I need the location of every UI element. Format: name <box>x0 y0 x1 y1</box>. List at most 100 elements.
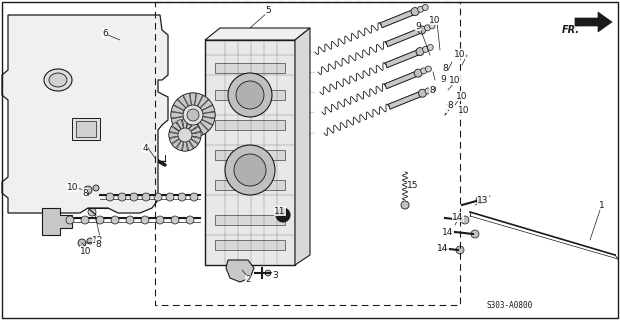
Circle shape <box>93 72 97 76</box>
Polygon shape <box>385 71 419 89</box>
Circle shape <box>425 88 431 94</box>
Circle shape <box>236 81 264 109</box>
Wedge shape <box>178 115 193 134</box>
Circle shape <box>48 194 52 198</box>
Wedge shape <box>169 132 185 138</box>
Circle shape <box>48 20 52 24</box>
Circle shape <box>13 198 17 202</box>
Bar <box>72 118 100 140</box>
Circle shape <box>26 121 30 125</box>
Circle shape <box>128 68 132 72</box>
Circle shape <box>118 25 122 29</box>
Circle shape <box>143 23 147 27</box>
Circle shape <box>86 140 90 144</box>
Polygon shape <box>205 28 310 40</box>
Circle shape <box>13 70 17 74</box>
Circle shape <box>208 49 216 55</box>
Circle shape <box>108 18 112 22</box>
Circle shape <box>84 127 88 131</box>
Circle shape <box>136 148 140 152</box>
Polygon shape <box>380 9 416 28</box>
Circle shape <box>456 246 464 254</box>
Circle shape <box>43 119 47 123</box>
Circle shape <box>86 190 90 194</box>
Ellipse shape <box>44 69 72 91</box>
Circle shape <box>17 22 22 28</box>
Circle shape <box>43 93 47 97</box>
Bar <box>215 120 285 130</box>
Circle shape <box>93 18 97 22</box>
Circle shape <box>234 154 266 186</box>
Circle shape <box>422 4 428 11</box>
Circle shape <box>171 216 179 224</box>
Circle shape <box>113 48 117 52</box>
Circle shape <box>86 128 90 132</box>
Circle shape <box>58 117 62 121</box>
Wedge shape <box>171 112 193 118</box>
Text: 4: 4 <box>142 143 148 153</box>
Polygon shape <box>2 15 168 213</box>
Circle shape <box>285 252 291 259</box>
Circle shape <box>58 104 62 108</box>
Circle shape <box>118 36 122 40</box>
Text: S303-A0800: S303-A0800 <box>487 300 533 309</box>
Wedge shape <box>193 93 203 115</box>
Wedge shape <box>190 115 196 137</box>
Bar <box>76 121 96 137</box>
Circle shape <box>28 196 32 200</box>
Text: 8: 8 <box>82 188 88 197</box>
Circle shape <box>476 196 484 204</box>
Circle shape <box>68 192 72 196</box>
Bar <box>215 63 285 73</box>
Text: 12: 12 <box>92 236 104 244</box>
Circle shape <box>33 30 37 34</box>
Wedge shape <box>177 135 185 150</box>
Circle shape <box>28 184 32 188</box>
Bar <box>96 89 101 92</box>
Circle shape <box>178 193 186 201</box>
Text: 10: 10 <box>80 246 92 255</box>
Circle shape <box>418 6 423 12</box>
Circle shape <box>88 208 96 216</box>
Circle shape <box>142 193 150 201</box>
Circle shape <box>120 149 124 153</box>
Circle shape <box>68 52 73 57</box>
Wedge shape <box>171 115 193 125</box>
Text: 10: 10 <box>454 50 466 59</box>
Circle shape <box>88 100 92 104</box>
Circle shape <box>98 26 102 30</box>
Circle shape <box>81 216 89 224</box>
Circle shape <box>123 16 127 20</box>
Circle shape <box>186 216 194 224</box>
Circle shape <box>427 44 433 51</box>
Circle shape <box>166 193 174 201</box>
Text: 10: 10 <box>67 182 79 191</box>
Circle shape <box>73 102 77 106</box>
Bar <box>76 107 81 109</box>
Circle shape <box>66 216 74 224</box>
Text: 11: 11 <box>274 206 286 215</box>
Circle shape <box>106 193 114 201</box>
Wedge shape <box>172 135 185 148</box>
Polygon shape <box>388 91 423 109</box>
Circle shape <box>48 169 52 173</box>
Text: 8: 8 <box>447 100 453 109</box>
Circle shape <box>138 56 142 60</box>
Circle shape <box>120 137 124 141</box>
Circle shape <box>53 28 57 32</box>
Circle shape <box>13 186 17 190</box>
Polygon shape <box>205 40 295 265</box>
Circle shape <box>416 48 424 56</box>
Circle shape <box>130 193 138 201</box>
Circle shape <box>123 97 127 101</box>
Bar <box>86 99 91 101</box>
Circle shape <box>120 125 124 129</box>
Wedge shape <box>193 112 215 118</box>
Circle shape <box>73 115 77 119</box>
Circle shape <box>88 113 92 117</box>
Circle shape <box>411 8 419 16</box>
Circle shape <box>118 175 122 179</box>
Circle shape <box>208 252 216 259</box>
Circle shape <box>285 101 291 108</box>
Text: FR.: FR. <box>562 25 580 35</box>
